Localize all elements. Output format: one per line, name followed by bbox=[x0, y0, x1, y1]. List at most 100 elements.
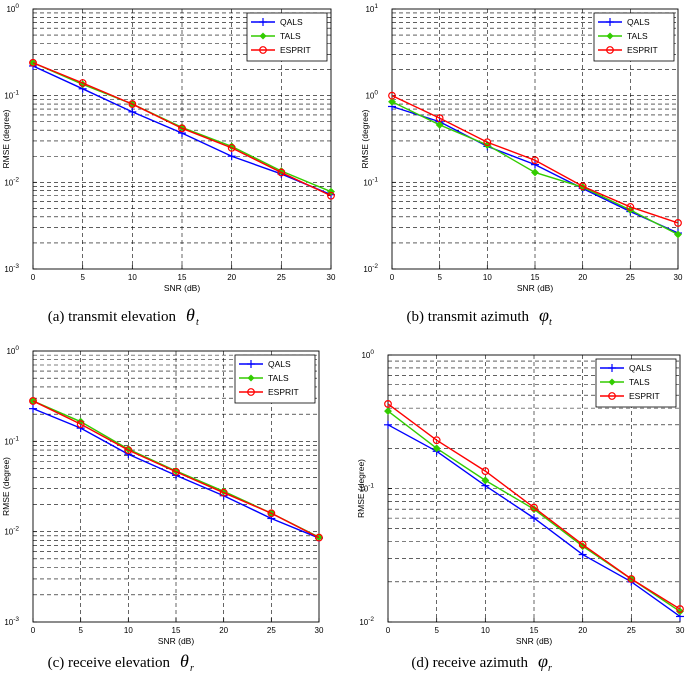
circle-marker bbox=[128, 100, 137, 108]
x-tick-label: 25 bbox=[267, 626, 276, 635]
y-tick-exponent: -2 bbox=[13, 526, 19, 533]
y-tick-label: 100 bbox=[361, 349, 374, 360]
circle-marker bbox=[219, 488, 228, 497]
plus-marker bbox=[128, 107, 137, 116]
caption-text: (b) transmit azimuth bbox=[407, 309, 530, 325]
diamond-marker bbox=[676, 607, 684, 616]
y-axis-label: RMSE (degree) bbox=[360, 109, 370, 168]
y-tick-base: 10 bbox=[4, 528, 13, 537]
legend-diamond bbox=[606, 32, 614, 40]
y-tick-base: 10 bbox=[359, 485, 368, 494]
y-tick-label: 100 bbox=[6, 345, 19, 356]
y-tick-label: 10-2 bbox=[359, 616, 374, 627]
x-axis-label: SNR (dB) bbox=[164, 283, 201, 293]
plus-marker bbox=[227, 152, 236, 161]
circle-marker bbox=[29, 397, 37, 405]
legend-label: ESPRIT bbox=[629, 391, 660, 401]
series-line bbox=[391, 95, 679, 224]
y-tick-label: 101 bbox=[365, 3, 378, 14]
legend: QALS TALS ESPRIT bbox=[595, 358, 677, 408]
circle-marker bbox=[124, 446, 133, 454]
legend-label: ESPRIT bbox=[280, 45, 311, 55]
y-axis-label: RMSE (degree) bbox=[356, 459, 366, 518]
circle-marker bbox=[578, 182, 587, 191]
y-tick-base: 10 bbox=[4, 437, 13, 446]
y-tick-label: 10-1 bbox=[363, 176, 378, 187]
y-tick-label: 100 bbox=[365, 90, 378, 101]
series-esprit bbox=[29, 397, 323, 542]
legend-box bbox=[593, 12, 675, 62]
plus-marker bbox=[530, 514, 538, 523]
circle-marker bbox=[435, 114, 444, 123]
y-tick-exponent: -1 bbox=[13, 435, 19, 442]
x-tick-label: 15 bbox=[178, 273, 187, 282]
caption-subscript: r bbox=[548, 663, 552, 674]
x-tick-label: 15 bbox=[172, 626, 181, 635]
y-tick-exponent: -2 bbox=[13, 176, 19, 183]
x-axis-label: SNR (dB) bbox=[516, 636, 553, 646]
y-tick-base: 10 bbox=[365, 5, 374, 14]
y-tick-base: 10 bbox=[4, 265, 13, 274]
x-tick-label: 30 bbox=[315, 626, 324, 635]
circle-marker bbox=[277, 168, 286, 177]
x-tick-label: 25 bbox=[626, 273, 635, 282]
y-tick-base: 10 bbox=[4, 92, 13, 101]
series-esprit bbox=[29, 58, 335, 200]
y-tick-exponent: 0 bbox=[370, 349, 374, 356]
x-tick-label: 20 bbox=[578, 273, 587, 282]
y-tick-label: 10-3 bbox=[4, 616, 19, 627]
legend-diamond bbox=[247, 374, 255, 382]
x-tick-label: 10 bbox=[483, 273, 492, 282]
x-tick-label: 0 bbox=[386, 626, 391, 635]
circle-marker bbox=[676, 605, 684, 613]
diamond-marker bbox=[432, 444, 441, 453]
caption-symbol: φ bbox=[539, 305, 549, 325]
series-esprit bbox=[384, 400, 684, 613]
x-tick-label: 5 bbox=[78, 626, 83, 635]
x-tick-label: 30 bbox=[327, 273, 336, 282]
y-tick-label: 10-2 bbox=[4, 526, 19, 537]
legend-label: TALS bbox=[627, 31, 648, 41]
plus-marker bbox=[384, 420, 392, 429]
y-tick-exponent: -1 bbox=[368, 483, 374, 490]
x-tick-label: 0 bbox=[31, 626, 36, 635]
circle-marker bbox=[432, 436, 441, 445]
y-axis-label: RMSE (degree) bbox=[1, 109, 11, 168]
x-tick-label: 5 bbox=[437, 273, 442, 282]
legend-circle bbox=[259, 46, 267, 54]
series-line bbox=[32, 400, 320, 539]
y-tick-exponent: 0 bbox=[15, 3, 19, 10]
y-tick-label: 10-2 bbox=[4, 176, 19, 187]
y-tick-base: 10 bbox=[363, 265, 372, 274]
legend: QALS TALS ESPRIT bbox=[246, 12, 328, 62]
circle-marker bbox=[384, 400, 392, 408]
y-tick-base: 10 bbox=[4, 618, 13, 627]
legend-diamond bbox=[259, 32, 267, 40]
circle-marker bbox=[267, 509, 276, 518]
x-tick-label: 0 bbox=[31, 273, 36, 282]
circle-marker bbox=[481, 467, 490, 476]
x-tick-label: 0 bbox=[390, 273, 395, 282]
legend-label: TALS bbox=[268, 373, 289, 383]
y-tick-label: 100 bbox=[6, 3, 19, 14]
legend-label: QALS bbox=[268, 359, 291, 369]
y-tick-base: 10 bbox=[363, 178, 372, 187]
y-tick-label: 10-1 bbox=[4, 90, 19, 101]
legend-circle bbox=[606, 46, 614, 54]
plus-marker bbox=[531, 160, 539, 169]
legend-label: ESPRIT bbox=[627, 45, 658, 55]
y-tick-exponent: -1 bbox=[13, 90, 19, 97]
y-tick-base: 10 bbox=[6, 347, 15, 356]
x-tick-label: 20 bbox=[227, 273, 236, 282]
y-tick-label: 10-3 bbox=[4, 263, 19, 274]
plus-marker bbox=[29, 404, 37, 413]
circle-marker bbox=[530, 503, 538, 512]
diamond-marker bbox=[481, 476, 490, 485]
legend-box bbox=[595, 358, 677, 408]
caption-subscript: t bbox=[196, 317, 199, 328]
y-tick-base: 10 bbox=[359, 618, 368, 627]
